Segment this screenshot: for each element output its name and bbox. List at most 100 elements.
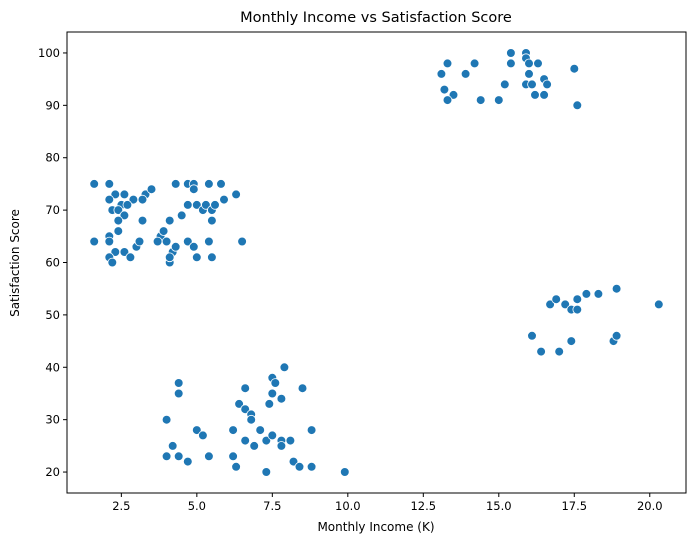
data-point-46: [231, 189, 241, 200]
data-point-107: [506, 48, 516, 58]
data-point-82: [276, 393, 287, 404]
data-point-53: [189, 242, 199, 252]
data-point-36: [216, 179, 226, 189]
data-point-62: [161, 451, 172, 462]
data-point-96: [276, 441, 287, 451]
data-point-51: [170, 242, 181, 252]
data-point-136: [611, 330, 622, 341]
data-point-99: [439, 84, 450, 95]
data-point-74: [240, 435, 251, 446]
y-tick-label: 90: [45, 98, 60, 112]
data-point-75: [249, 441, 260, 451]
x-tick-label: 2.5: [112, 499, 130, 513]
data-point-54: [192, 252, 202, 263]
data-point-101: [442, 95, 453, 105]
data-point-9: [119, 210, 130, 221]
x-tick-label: 10.0: [335, 499, 361, 513]
data-point-137: [653, 299, 664, 310]
x-tick-label: 20.0: [637, 499, 663, 513]
x-tick-label: 15.0: [486, 499, 512, 513]
data-point-111: [524, 58, 534, 69]
data-point-10: [113, 215, 124, 226]
data-point-108: [506, 58, 516, 69]
data-point-134: [611, 283, 622, 294]
data-point-88: [306, 425, 317, 435]
data-point-121: [572, 100, 583, 111]
data-point-57: [237, 236, 247, 247]
data-point-60: [173, 378, 184, 388]
data-point-126: [554, 346, 564, 357]
data-point-89: [228, 451, 238, 462]
data-point-48: [152, 236, 163, 247]
data-point-77: [261, 435, 272, 446]
data-point-69: [234, 399, 244, 409]
y-tick-label: 70: [45, 203, 60, 217]
data-point-119: [539, 90, 549, 100]
data-point-45: [219, 194, 229, 205]
data-point-125: [551, 294, 561, 305]
data-point-11: [137, 215, 148, 226]
data-point-64: [183, 456, 193, 467]
data-point-56: [207, 252, 217, 263]
data-point-84: [267, 430, 278, 441]
data-point-50: [164, 252, 175, 263]
data-point-73: [246, 414, 257, 425]
data-point-131: [572, 294, 583, 305]
data-point-30: [164, 215, 175, 226]
data-point-112: [524, 69, 534, 79]
data-point-32: [170, 179, 181, 189]
y-axis-label: Satisfaction Score: [8, 209, 22, 317]
data-point-123: [536, 346, 546, 357]
y-tick-label: 80: [45, 151, 60, 165]
x-tick-label: 7.5: [263, 499, 281, 513]
x-axis: 2.5 5.0 7.5 10.0 12.5 15.0 17.5 20.0: [112, 493, 663, 513]
y-tick-label: 60: [45, 256, 60, 270]
x-tick-label: 5.0: [188, 499, 206, 513]
data-point-80: [267, 388, 278, 399]
data-point-114: [527, 79, 537, 90]
data-point-92: [288, 456, 299, 467]
data-point-66: [198, 430, 208, 441]
data-point-105: [493, 95, 504, 105]
data-point-127: [560, 299, 570, 310]
data-point-13: [146, 184, 157, 195]
data-point-81: [270, 378, 281, 388]
data-point-124: [545, 299, 555, 310]
data-point-133: [593, 289, 604, 299]
data-point-132: [581, 289, 592, 299]
data-point-91: [261, 467, 272, 477]
data-point-103: [469, 58, 480, 69]
data-point-90: [231, 461, 241, 472]
data-point-70: [240, 383, 251, 394]
data-point-18: [104, 236, 115, 247]
data-point-95: [339, 467, 350, 477]
data-point-65: [192, 425, 202, 435]
data-point-1: [104, 179, 115, 189]
x-tick-label: 17.5: [561, 499, 587, 513]
data-point-100: [448, 90, 459, 100]
data-point-93: [294, 461, 305, 472]
data-point-29: [161, 236, 172, 247]
y-tick-label: 30: [45, 413, 60, 427]
y-tick-label: 20: [45, 465, 60, 479]
data-point-3: [119, 189, 130, 200]
data-point-39: [183, 200, 193, 210]
y-tick-label: 50: [45, 308, 60, 322]
data-point-0: [89, 179, 99, 189]
data-point-78: [264, 399, 275, 409]
data-point-87: [297, 383, 308, 394]
data-point-61: [173, 388, 184, 399]
data-point-28: [158, 226, 169, 236]
data-point-37: [189, 184, 199, 195]
data-point-68: [228, 425, 238, 435]
data-point-76: [255, 425, 266, 435]
data-point-52: [183, 236, 193, 247]
points-layer: [89, 48, 664, 477]
data-point-122: [527, 330, 537, 341]
data-point-106: [499, 79, 510, 90]
data-point-94: [306, 461, 317, 472]
data-point-16: [89, 236, 99, 247]
data-point-47: [207, 215, 217, 226]
